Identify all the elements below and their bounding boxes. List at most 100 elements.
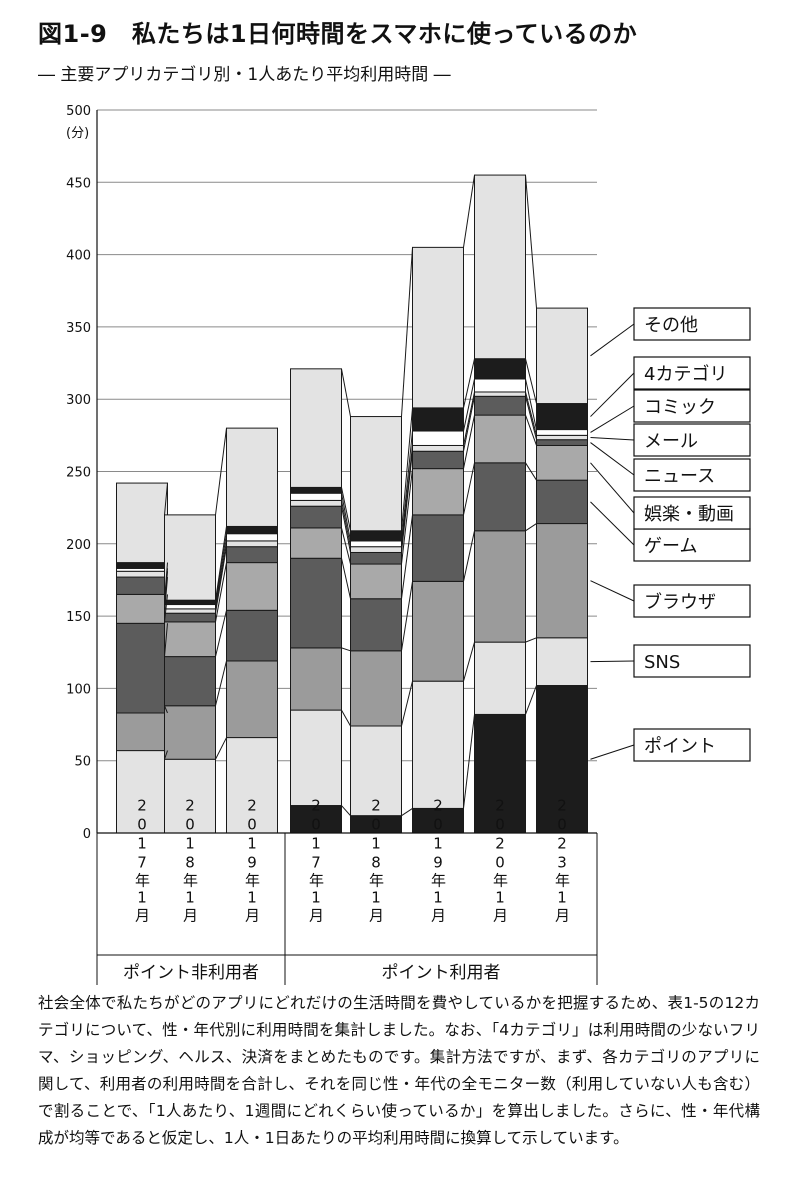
legend-label: SNS bbox=[644, 652, 680, 673]
bar-segment bbox=[412, 468, 464, 516]
connector-line bbox=[215, 546, 227, 614]
bar-segment bbox=[350, 551, 402, 565]
bar-segment bbox=[164, 705, 216, 760]
legend-leader-line bbox=[590, 501, 635, 546]
bar-segment bbox=[412, 430, 464, 446]
connector-line bbox=[341, 368, 351, 417]
bar-segment bbox=[164, 758, 216, 834]
stacked-bar-chart: 0 50 100 150 200 250 300 350 400 450 500 2017年1月 201… bbox=[66, 104, 751, 985]
bar-segment bbox=[474, 462, 526, 532]
bar-segment bbox=[116, 570, 168, 578]
bar-segment bbox=[164, 514, 216, 601]
bar-segment bbox=[164, 604, 216, 610]
bar-segment bbox=[164, 656, 216, 707]
bar-segment bbox=[226, 540, 278, 548]
bar-segment bbox=[350, 725, 402, 817]
legend-box bbox=[633, 496, 751, 530]
connector-line bbox=[401, 581, 413, 651]
connector-line bbox=[525, 637, 537, 643]
bar-segment bbox=[412, 444, 464, 452]
connector-line bbox=[215, 660, 227, 706]
legend-leader-line bbox=[590, 437, 635, 441]
bar-segment bbox=[350, 650, 402, 727]
bar-segment bbox=[164, 599, 216, 606]
bar-segment bbox=[290, 647, 342, 711]
connector-line bbox=[341, 647, 351, 652]
connector-line bbox=[401, 681, 413, 727]
connector-line bbox=[401, 407, 413, 531]
bar-segment bbox=[290, 557, 342, 649]
legend-leader-line bbox=[590, 323, 635, 357]
y-tick-label: 500 bbox=[66, 104, 91, 119]
bar-segment bbox=[474, 358, 526, 380]
y-tick-label: 150 bbox=[66, 610, 91, 625]
bar-segment bbox=[164, 621, 216, 658]
y-tick-label: 350 bbox=[66, 321, 91, 336]
bar-segment bbox=[474, 641, 526, 715]
connector-line bbox=[463, 174, 475, 248]
bar-segment bbox=[536, 637, 588, 687]
bar-segment bbox=[290, 368, 342, 488]
legend-label: ポイント bbox=[644, 736, 716, 757]
connector-line bbox=[463, 378, 475, 432]
legend-label: その他 bbox=[644, 315, 698, 336]
connector-line bbox=[215, 540, 227, 609]
legend-leader-line bbox=[590, 462, 635, 514]
connector-line bbox=[401, 514, 413, 599]
bar-segment bbox=[536, 523, 588, 639]
bar-segment bbox=[290, 505, 342, 529]
legend-label: コミック bbox=[644, 397, 716, 418]
connector-line bbox=[525, 378, 537, 430]
bar-segment bbox=[116, 712, 168, 752]
connector-line bbox=[164, 705, 168, 714]
connector-line bbox=[463, 358, 475, 408]
bar-segment bbox=[350, 540, 402, 548]
bar-segment bbox=[290, 527, 342, 559]
bar-segment bbox=[412, 407, 464, 432]
connector-lines bbox=[164, 174, 537, 834]
bar-segment bbox=[226, 533, 278, 542]
x-tick-label: 2023年1月 bbox=[553, 797, 571, 924]
bar-segment bbox=[350, 546, 402, 553]
y-tick-label: 200 bbox=[66, 538, 91, 553]
bar-segment bbox=[412, 680, 464, 809]
legend-box bbox=[633, 458, 751, 492]
bar-segment bbox=[412, 450, 464, 470]
bar-segment bbox=[536, 429, 588, 436]
connector-line bbox=[401, 247, 413, 417]
connector-line bbox=[463, 396, 475, 452]
bar-segment bbox=[536, 403, 588, 431]
legend-leader-line bbox=[590, 372, 635, 417]
bar-segment bbox=[226, 546, 278, 564]
bar-segment bbox=[536, 439, 588, 446]
connector-line bbox=[341, 805, 351, 816]
connector-line bbox=[341, 493, 351, 542]
bar-segment bbox=[226, 562, 278, 611]
bar-segment bbox=[226, 609, 278, 662]
legend-label: メール bbox=[644, 431, 698, 452]
connector-line bbox=[463, 530, 475, 582]
legend-box bbox=[633, 644, 751, 678]
x-tick-label: 2017年1月 bbox=[133, 797, 151, 924]
bar-segment bbox=[474, 414, 526, 464]
bar-segment bbox=[536, 434, 588, 441]
legend-box bbox=[633, 528, 751, 562]
bar-segment bbox=[116, 750, 168, 834]
connector-line bbox=[215, 428, 227, 515]
legend-label: ブラウザ bbox=[644, 591, 716, 613]
connector-line bbox=[164, 750, 168, 760]
x-tick-label: 2017年1月 bbox=[307, 797, 325, 924]
bar-segment bbox=[164, 612, 216, 623]
legend: ポイント SNS ブラウザ ゲーム 娯楽・動画 ニュース メール コミック 4カテゴリ その他 bbox=[590, 307, 751, 762]
bar-segment bbox=[474, 378, 526, 393]
bar-segment bbox=[536, 307, 588, 405]
legend-leader-line bbox=[590, 580, 635, 602]
bar-segment bbox=[474, 530, 526, 643]
connector-line bbox=[525, 391, 537, 436]
figure-title: 図1-9 私たちは1日何時間をスマホに使っているのか bbox=[38, 20, 638, 48]
bar-segment bbox=[350, 530, 402, 542]
y-tick-label: 300 bbox=[66, 393, 91, 408]
figure-note: 社会全体で私たちがどのアプリにどれだけの生活時間を費やしているかを把握するため、… bbox=[38, 994, 760, 1147]
legend-leader-line bbox=[590, 405, 635, 433]
connector-line bbox=[525, 685, 537, 715]
